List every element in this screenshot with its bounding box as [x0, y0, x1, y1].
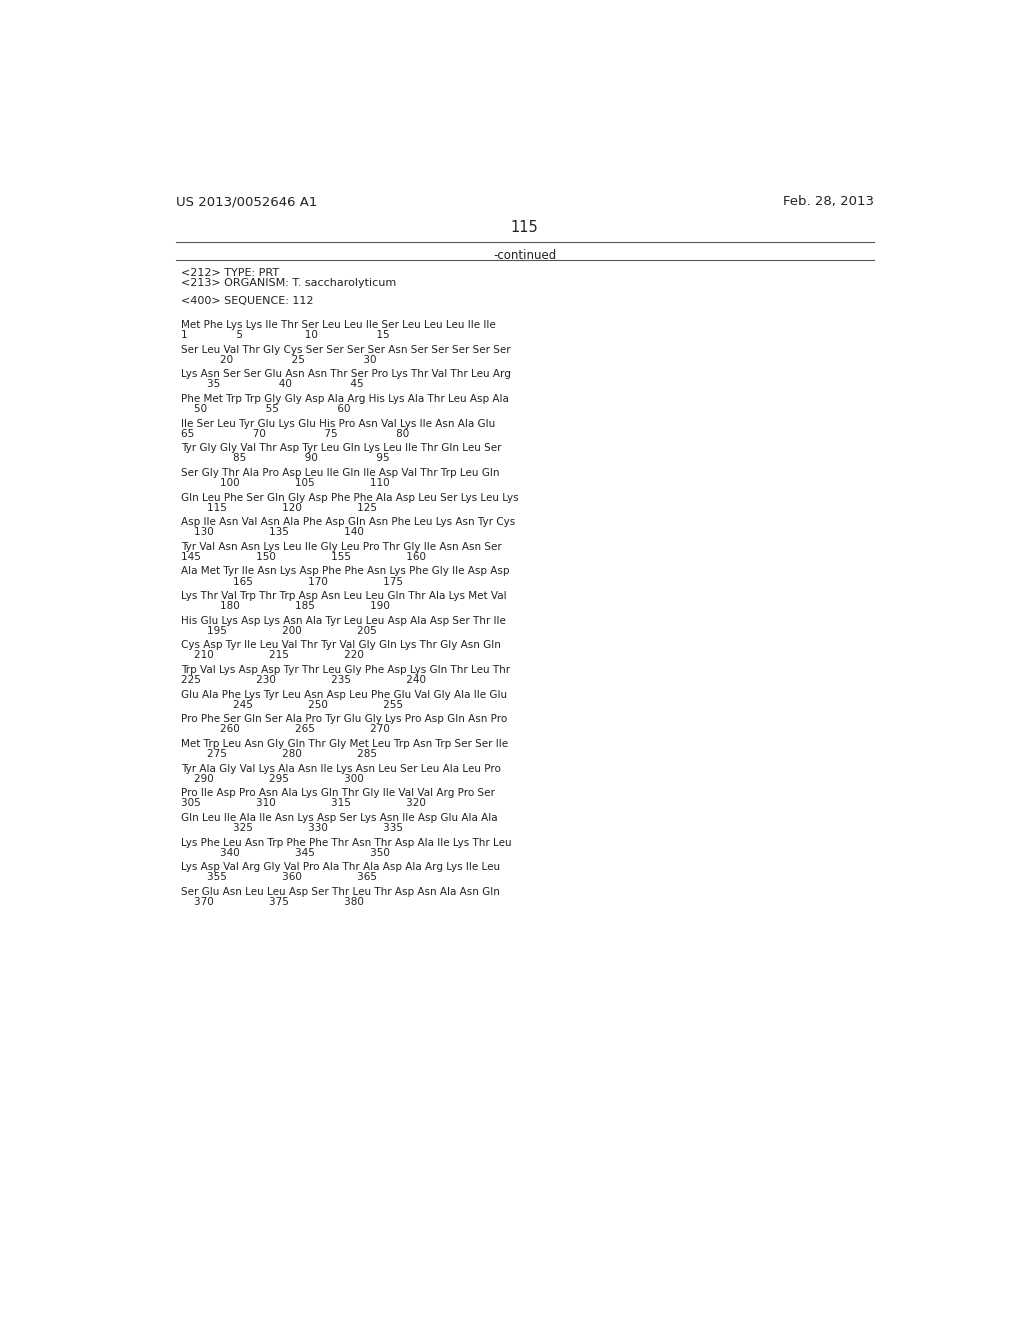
Text: 305                 310                 315                 320: 305 310 315 320 — [180, 799, 426, 808]
Text: 165                 170                 175: 165 170 175 — [180, 577, 402, 586]
Text: 195                 200                 205: 195 200 205 — [180, 626, 377, 636]
Text: -continued: -continued — [494, 249, 556, 263]
Text: Ile Ser Leu Tyr Glu Lys Glu His Pro Asn Val Lys Ile Asn Ala Glu: Ile Ser Leu Tyr Glu Lys Glu His Pro Asn … — [180, 418, 495, 429]
Text: 20                  25                  30: 20 25 30 — [180, 355, 376, 364]
Text: Ser Leu Val Thr Gly Cys Ser Ser Ser Ser Asn Ser Ser Ser Ser Ser: Ser Leu Val Thr Gly Cys Ser Ser Ser Ser … — [180, 345, 510, 355]
Text: 115: 115 — [511, 220, 539, 235]
Text: 355                 360                 365: 355 360 365 — [180, 873, 377, 882]
Text: <400> SEQUENCE: 112: <400> SEQUENCE: 112 — [180, 296, 313, 306]
Text: Tyr Val Asn Asn Lys Leu Ile Gly Leu Pro Thr Gly Ile Asn Asn Ser: Tyr Val Asn Asn Lys Leu Ile Gly Leu Pro … — [180, 543, 502, 552]
Text: 100                 105                 110: 100 105 110 — [180, 478, 389, 488]
Text: Tyr Ala Gly Val Lys Ala Asn Ile Lys Asn Leu Ser Leu Ala Leu Pro: Tyr Ala Gly Val Lys Ala Asn Ile Lys Asn … — [180, 763, 501, 774]
Text: Met Trp Leu Asn Gly Gln Thr Gly Met Leu Trp Asn Trp Ser Ser Ile: Met Trp Leu Asn Gly Gln Thr Gly Met Leu … — [180, 739, 508, 748]
Text: <212> TYPE: PRT: <212> TYPE: PRT — [180, 268, 279, 277]
Text: Lys Phe Leu Asn Trp Phe Phe Thr Asn Thr Asp Ala Ile Lys Thr Leu: Lys Phe Leu Asn Trp Phe Phe Thr Asn Thr … — [180, 838, 511, 847]
Text: Ser Gly Thr Ala Pro Asp Leu Ile Gln Ile Asp Val Thr Trp Leu Gln: Ser Gly Thr Ala Pro Asp Leu Ile Gln Ile … — [180, 469, 500, 478]
Text: <213> ORGANISM: T. saccharolyticum: <213> ORGANISM: T. saccharolyticum — [180, 277, 396, 288]
Text: 370                 375                 380: 370 375 380 — [180, 896, 364, 907]
Text: Lys Asn Ser Ser Glu Asn Asn Thr Ser Pro Lys Thr Val Thr Leu Arg: Lys Asn Ser Ser Glu Asn Asn Thr Ser Pro … — [180, 370, 511, 379]
Text: Ser Glu Asn Leu Leu Asp Ser Thr Leu Thr Asp Asn Ala Asn Gln: Ser Glu Asn Leu Leu Asp Ser Thr Leu Thr … — [180, 887, 500, 896]
Text: Asp Ile Asn Val Asn Ala Phe Asp Gln Asn Phe Leu Lys Asn Tyr Cys: Asp Ile Asn Val Asn Ala Phe Asp Gln Asn … — [180, 517, 515, 527]
Text: 210                 215                 220: 210 215 220 — [180, 651, 364, 660]
Text: Cys Asp Tyr Ile Leu Val Thr Tyr Val Gly Gln Lys Thr Gly Asn Gln: Cys Asp Tyr Ile Leu Val Thr Tyr Val Gly … — [180, 640, 501, 651]
Text: Pro Ile Asp Pro Asn Ala Lys Gln Thr Gly Ile Val Val Arg Pro Ser: Pro Ile Asp Pro Asn Ala Lys Gln Thr Gly … — [180, 788, 495, 799]
Text: 85                  90                  95: 85 90 95 — [180, 453, 389, 463]
Text: 275                 280                 285: 275 280 285 — [180, 748, 377, 759]
Text: Glu Ala Phe Lys Tyr Leu Asn Asp Leu Phe Glu Val Gly Ala Ile Glu: Glu Ala Phe Lys Tyr Leu Asn Asp Leu Phe … — [180, 689, 507, 700]
Text: Trp Val Lys Asp Asp Tyr Thr Leu Gly Phe Asp Lys Gln Thr Leu Thr: Trp Val Lys Asp Asp Tyr Thr Leu Gly Phe … — [180, 665, 510, 675]
Text: 260                 265                 270: 260 265 270 — [180, 725, 389, 734]
Text: 65                  70                  75                  80: 65 70 75 80 — [180, 429, 409, 438]
Text: 115                 120                 125: 115 120 125 — [180, 503, 377, 512]
Text: Phe Met Trp Trp Gly Gly Asp Ala Arg His Lys Ala Thr Leu Asp Ala: Phe Met Trp Trp Gly Gly Asp Ala Arg His … — [180, 395, 509, 404]
Text: Ala Met Tyr Ile Asn Lys Asp Phe Phe Asn Lys Phe Gly Ile Asp Asp: Ala Met Tyr Ile Asn Lys Asp Phe Phe Asn … — [180, 566, 509, 577]
Text: 245                 250                 255: 245 250 255 — [180, 700, 402, 710]
Text: Pro Phe Ser Gln Ser Ala Pro Tyr Glu Gly Lys Pro Asp Gln Asn Pro: Pro Phe Ser Gln Ser Ala Pro Tyr Glu Gly … — [180, 714, 507, 725]
Text: 130                 135                 140: 130 135 140 — [180, 527, 364, 537]
Text: 290                 295                 300: 290 295 300 — [180, 774, 364, 784]
Text: 1               5                   10                  15: 1 5 10 15 — [180, 330, 389, 341]
Text: Lys Asp Val Arg Gly Val Pro Ala Thr Ala Asp Ala Arg Lys Ile Leu: Lys Asp Val Arg Gly Val Pro Ala Thr Ala … — [180, 862, 500, 873]
Text: 340                 345                 350: 340 345 350 — [180, 847, 389, 858]
Text: 35                  40                  45: 35 40 45 — [180, 379, 364, 389]
Text: Gln Leu Phe Ser Gln Gly Asp Phe Phe Ala Asp Leu Ser Lys Leu Lys: Gln Leu Phe Ser Gln Gly Asp Phe Phe Ala … — [180, 492, 518, 503]
Text: 225                 230                 235                 240: 225 230 235 240 — [180, 675, 426, 685]
Text: Feb. 28, 2013: Feb. 28, 2013 — [782, 195, 873, 209]
Text: US 2013/0052646 A1: US 2013/0052646 A1 — [176, 195, 317, 209]
Text: Met Phe Lys Lys Ile Thr Ser Leu Leu Ile Ser Leu Leu Leu Ile Ile: Met Phe Lys Lys Ile Thr Ser Leu Leu Ile … — [180, 321, 496, 330]
Text: Gln Leu Ile Ala Ile Asn Lys Asp Ser Lys Asn Ile Asp Glu Ala Ala: Gln Leu Ile Ala Ile Asn Lys Asp Ser Lys … — [180, 813, 498, 822]
Text: Tyr Gly Gly Val Thr Asp Tyr Leu Gln Lys Leu Ile Thr Gln Leu Ser: Tyr Gly Gly Val Thr Asp Tyr Leu Gln Lys … — [180, 444, 501, 453]
Text: Lys Thr Val Trp Thr Trp Asp Asn Leu Leu Gln Thr Ala Lys Met Val: Lys Thr Val Trp Thr Trp Asp Asn Leu Leu … — [180, 591, 506, 601]
Text: 145                 150                 155                 160: 145 150 155 160 — [180, 552, 426, 562]
Text: 325                 330                 335: 325 330 335 — [180, 822, 402, 833]
Text: 50                  55                  60: 50 55 60 — [180, 404, 350, 414]
Text: His Glu Lys Asp Lys Asn Ala Tyr Leu Leu Asp Ala Asp Ser Thr Ile: His Glu Lys Asp Lys Asn Ala Tyr Leu Leu … — [180, 615, 506, 626]
Text: 180                 185                 190: 180 185 190 — [180, 601, 389, 611]
